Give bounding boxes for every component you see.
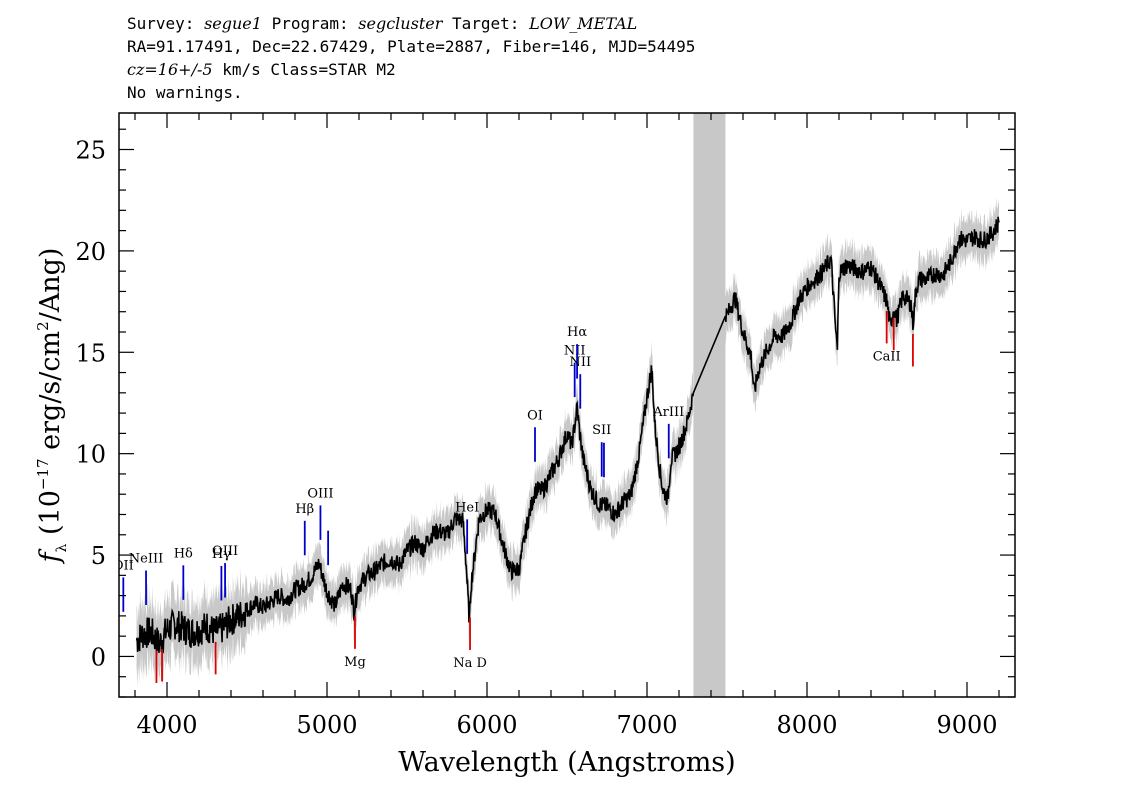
absorption-line-label-4: Na D xyxy=(453,656,487,671)
y-tick-label-25: 25 xyxy=(75,137,106,165)
absorption-line-label-5: CaII xyxy=(873,349,901,364)
flux-series-line xyxy=(135,216,1000,655)
header-line-warnings: No warnings. xyxy=(127,83,243,102)
cz-value: cz=16+/-5 xyxy=(127,60,213,79)
y-axis-title: fλ (10−17 erg/s/cm2/Ang) xyxy=(34,248,70,565)
plot-frame xyxy=(118,112,1016,698)
emission-line-label-6: OIII xyxy=(307,486,333,501)
x-tick-label-7000: 7000 xyxy=(616,711,677,739)
x-tick-label-9000: 9000 xyxy=(936,711,997,739)
x-tick-label-4000: 4000 xyxy=(136,711,197,739)
y-tick-label-15: 15 xyxy=(75,339,106,367)
emission-line-label-2: Hδ xyxy=(174,546,193,561)
program-label: Program: xyxy=(271,14,349,33)
y-tick-label-5: 5 xyxy=(91,542,106,570)
x-tick-label-5000: 5000 xyxy=(296,711,357,739)
emission-line-label-9: OI xyxy=(527,408,543,423)
emission-line-label-3: Hγ xyxy=(212,547,231,562)
emission-line-label-4: OIII xyxy=(212,544,238,559)
emission-line-label-5: Hβ xyxy=(295,502,314,517)
x-tick-label-6000: 6000 xyxy=(456,711,517,739)
y-tick-label-0: 0 xyxy=(91,643,106,671)
header-line-survey: Survey: segue1 Program: segcluster Targe… xyxy=(127,12,695,35)
absorption-line-label-3: Mg xyxy=(344,655,366,670)
program-value: segcluster xyxy=(358,14,443,33)
spectrum-header: Survey: segue1 Program: segcluster Targe… xyxy=(127,12,695,104)
emission-line-label-13: SII xyxy=(592,423,611,438)
axis-ticks xyxy=(119,113,1015,698)
emission-line-label-12: NII xyxy=(569,355,591,370)
y-tick-label-20: 20 xyxy=(75,238,106,266)
header-line-coordinates: RA=91.17491, Dec=22.67429, Plate=2887, F… xyxy=(127,37,696,56)
masked-region xyxy=(693,113,726,697)
cz-units-class: km/s Class=STAR M2 xyxy=(222,60,396,79)
x-axis-title: Wavelength (Angstroms) xyxy=(398,747,735,778)
survey-value: segue1 xyxy=(204,14,262,33)
header-line-redshift: cz=16+/-5 km/s Class=STAR M2 xyxy=(127,58,695,81)
survey-label: Survey: xyxy=(127,14,195,33)
x-tick-label-8000: 8000 xyxy=(776,711,837,739)
emission-line-label-10: NII xyxy=(564,344,586,359)
target-label: Target: xyxy=(452,14,520,33)
emission-line-label-1: NeIII xyxy=(129,552,163,567)
tick-labels: 4000 5000 6000 7000 8000 9000 0 5 10 15 20 25 xyxy=(75,137,997,740)
emission-line-label-0: OII xyxy=(113,558,134,573)
emission-line-label-11: Hα xyxy=(567,325,587,340)
emission-line-label-15: ArIII xyxy=(652,405,684,420)
emission-line-label-8: HeI xyxy=(455,500,479,515)
target-value: LOW_METAL xyxy=(529,14,638,33)
y-tick-label-10: 10 xyxy=(75,441,106,469)
